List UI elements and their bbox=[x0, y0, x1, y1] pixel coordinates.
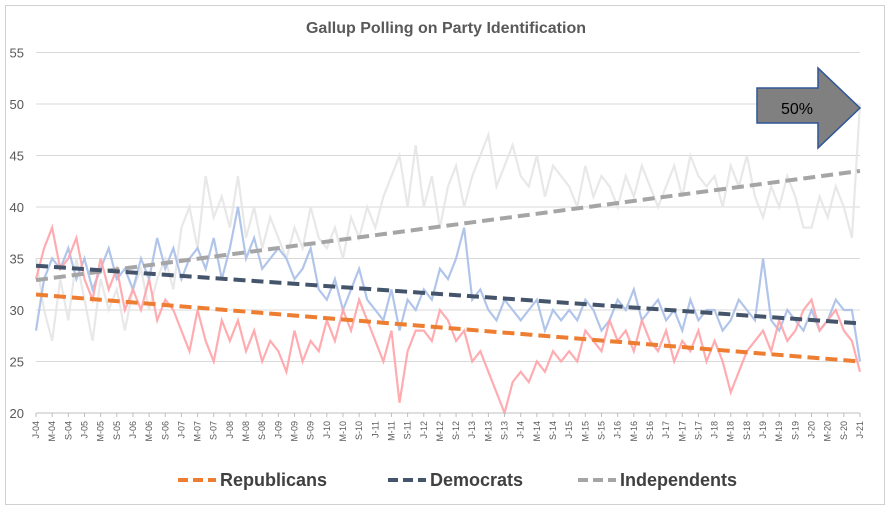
x-tick-label: J-20 bbox=[807, 421, 817, 439]
x-tick-label: S-11 bbox=[403, 421, 413, 439]
x-tick-label: S-15 bbox=[596, 421, 606, 440]
x-tick-label: J-19 bbox=[758, 421, 768, 439]
x-tick-label: S-08 bbox=[257, 421, 267, 440]
x-tick-label: M-18 bbox=[726, 421, 736, 442]
trendline-democrats bbox=[35, 263, 861, 326]
x-tick-label: J-13 bbox=[467, 421, 477, 439]
x-tick-label: J-06 bbox=[128, 421, 138, 439]
x-tick-label: J-21 bbox=[855, 421, 865, 439]
right-arrow-icon bbox=[756, 66, 862, 150]
x-tick-label: M-11 bbox=[386, 421, 396, 441]
x-tick-label: M-09 bbox=[290, 421, 300, 442]
x-tick-label: M-06 bbox=[144, 421, 154, 442]
x-tick-label: S-14 bbox=[548, 421, 558, 440]
chart-title: Gallup Polling on Party Identification bbox=[306, 20, 586, 37]
x-tick-label: J-16 bbox=[613, 421, 623, 439]
x-tick-label: M-04 bbox=[47, 421, 57, 442]
y-tick-label: 25 bbox=[10, 355, 24, 370]
annotation-arrow: 50% bbox=[756, 66, 862, 150]
trendline-republicans bbox=[35, 292, 861, 364]
x-tick-label: M-17 bbox=[677, 421, 687, 442]
legend-label: Republicans bbox=[220, 470, 327, 490]
legend-label: Democrats bbox=[430, 470, 523, 490]
x-tick-label: S-10 bbox=[354, 421, 364, 440]
x-tick-label: J-08 bbox=[225, 421, 235, 439]
x-tick-label: M-05 bbox=[96, 421, 106, 442]
x-tick-label: M-15 bbox=[580, 421, 590, 442]
x-tick-label: M-14 bbox=[532, 421, 542, 442]
x-tick-label: J-04 bbox=[31, 421, 41, 439]
x-tick-label: M-07 bbox=[193, 421, 203, 442]
y-tick-label: 20 bbox=[10, 406, 24, 421]
x-tick-label: M-16 bbox=[629, 421, 639, 442]
annotation-label: 50% bbox=[781, 101, 813, 118]
x-tick-label: J-10 bbox=[322, 421, 332, 439]
x-tick-label: J-14 bbox=[516, 421, 526, 439]
x-tick-label: S-06 bbox=[160, 421, 170, 440]
y-tick-label: 30 bbox=[10, 303, 24, 318]
x-tick-label: J-18 bbox=[710, 421, 720, 439]
x-tick-label: S-20 bbox=[839, 421, 849, 440]
x-tick-label: M-19 bbox=[774, 421, 784, 442]
x-tick-label: J-15 bbox=[564, 421, 574, 439]
y-tick-label: 45 bbox=[10, 149, 24, 164]
x-tick-label: M-12 bbox=[435, 421, 445, 442]
x-tick-label: S-04 bbox=[63, 421, 73, 440]
legend-label: Independents bbox=[620, 470, 737, 490]
legend: Republicans Democrats Independents bbox=[178, 470, 737, 490]
y-tick-label: 55 bbox=[10, 46, 24, 61]
x-tick-label: S-17 bbox=[693, 421, 703, 440]
series-line-independents bbox=[34, 103, 862, 342]
y-tick-label: 35 bbox=[10, 252, 24, 267]
x-tick-label: M-10 bbox=[338, 421, 348, 442]
x-tick-label: J-12 bbox=[419, 421, 429, 439]
trendline-independents bbox=[35, 168, 861, 283]
x-tick-label: J-07 bbox=[176, 421, 186, 439]
y-tick-label: 50 bbox=[10, 97, 24, 112]
x-tick-label: S-13 bbox=[500, 421, 510, 440]
x-tick-label: S-19 bbox=[790, 421, 800, 440]
x-tick-label: J-05 bbox=[79, 421, 89, 439]
x-tick-label: S-18 bbox=[742, 421, 752, 440]
x-tick-label: S-07 bbox=[209, 421, 219, 440]
x-tick-label: S-12 bbox=[451, 421, 461, 440]
x-tick-label: S-05 bbox=[112, 421, 122, 440]
series-line-democrats bbox=[34, 206, 862, 362]
x-tick-label: M-20 bbox=[823, 421, 833, 442]
y-tick-label: 40 bbox=[10, 200, 24, 215]
x-tick-label: J-17 bbox=[661, 421, 671, 439]
x-tick-label: J-11 bbox=[370, 421, 380, 438]
x-tick-label: J-09 bbox=[273, 421, 283, 439]
x-tick-label: M-13 bbox=[483, 421, 493, 442]
x-tick-label: S-09 bbox=[306, 421, 316, 440]
x-tick-label: M-08 bbox=[241, 421, 251, 442]
x-tick-label: S-16 bbox=[645, 421, 655, 440]
series-line-republicans bbox=[34, 223, 862, 417]
chart-frame bbox=[5, 5, 885, 505]
